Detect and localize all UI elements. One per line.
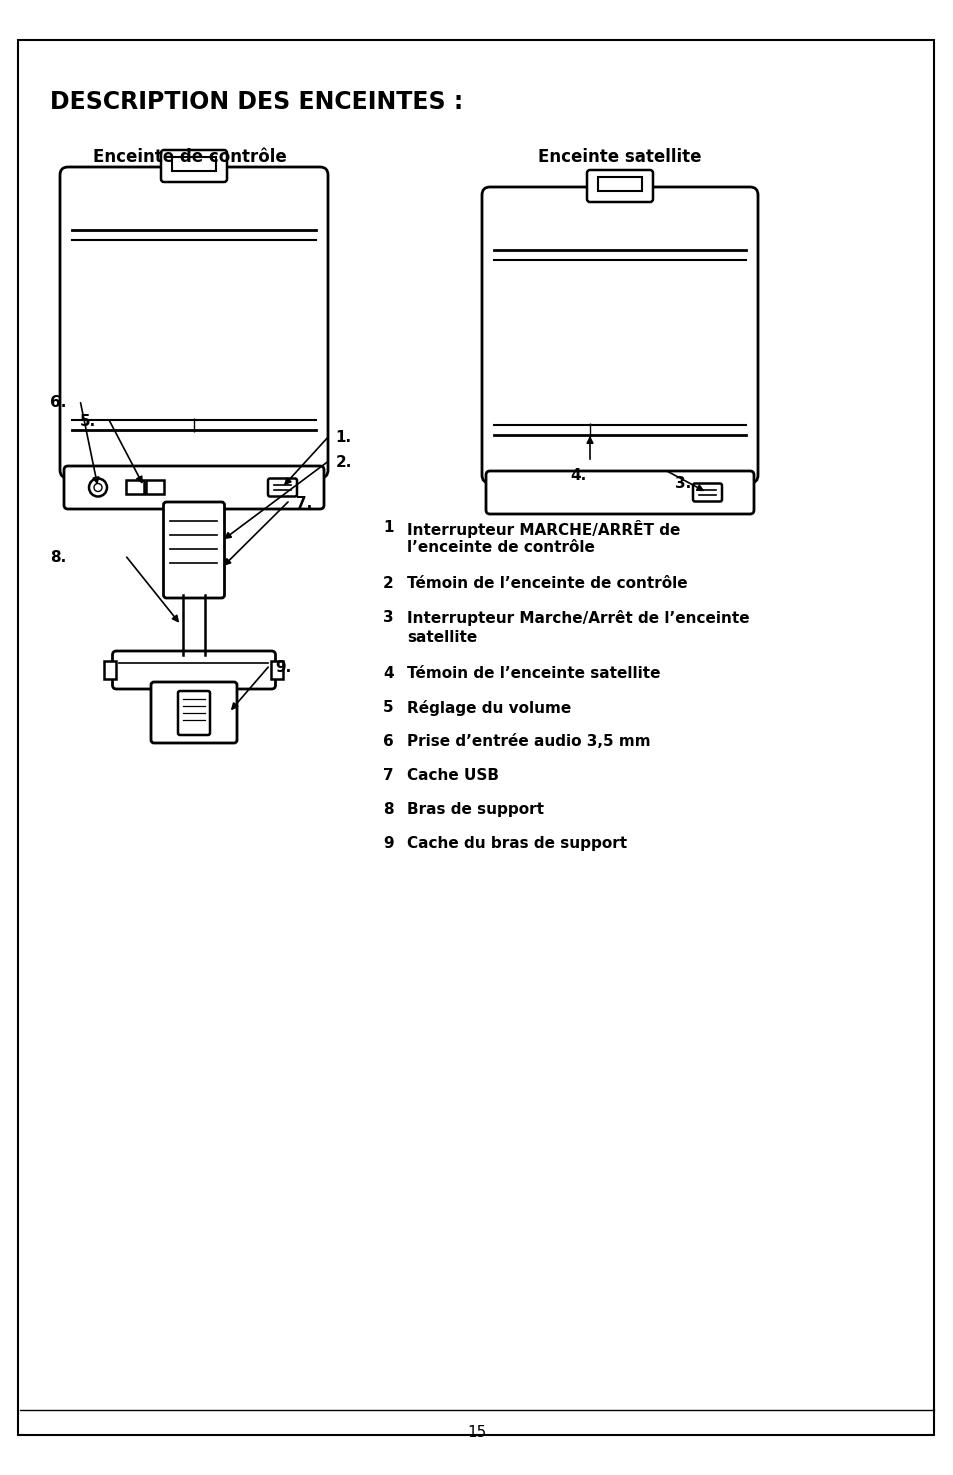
Bar	[126, 479, 144, 494]
Text: 5: 5	[382, 701, 394, 715]
Text: Interrupteur Marche/Arrêt de l’enceinte: Interrupteur Marche/Arrêt de l’enceinte	[407, 611, 749, 625]
Text: 1.: 1.	[335, 431, 351, 445]
Text: 6: 6	[382, 735, 394, 749]
FancyBboxPatch shape	[481, 187, 758, 482]
Text: DESCRIPTION DES ENCEINTES :: DESCRIPTION DES ENCEINTES :	[50, 90, 463, 114]
FancyBboxPatch shape	[60, 167, 328, 478]
Text: l’enceinte de contrôle: l’enceinte de contrôle	[407, 540, 595, 555]
Text: satellite: satellite	[407, 630, 476, 645]
Bar	[146, 479, 164, 494]
Bar	[598, 177, 641, 190]
FancyBboxPatch shape	[161, 150, 227, 181]
Text: 2: 2	[382, 577, 394, 591]
Text: 7: 7	[382, 768, 394, 783]
Text: Bras de support: Bras de support	[407, 802, 543, 817]
FancyBboxPatch shape	[268, 478, 296, 497]
FancyBboxPatch shape	[692, 484, 721, 502]
FancyBboxPatch shape	[163, 502, 224, 597]
Text: 4: 4	[382, 667, 394, 681]
Text: Interrupteur MARCHE/ARRÊT de: Interrupteur MARCHE/ARRÊT de	[407, 521, 679, 538]
Text: 5.: 5.	[80, 414, 96, 429]
Text: Cache USB: Cache USB	[407, 768, 498, 783]
Bar	[105, 661, 116, 679]
Text: 9.: 9.	[274, 659, 291, 676]
Bar	[172, 156, 215, 171]
Text: 6.: 6.	[50, 395, 67, 410]
Text: 4.: 4.	[569, 468, 586, 482]
Text: 3.: 3.	[675, 476, 691, 491]
Text: Cache du bras de support: Cache du bras de support	[407, 836, 626, 851]
Text: 8.: 8.	[50, 550, 66, 565]
Text: 7.: 7.	[295, 496, 312, 510]
Text: Enceinte de contrôle: Enceinte de contrôle	[93, 148, 287, 167]
Text: 15: 15	[467, 1425, 486, 1440]
FancyBboxPatch shape	[151, 681, 236, 743]
Text: Prise d’entrée audio 3,5 mm: Prise d’entrée audio 3,5 mm	[407, 735, 650, 749]
Text: 3: 3	[382, 611, 394, 625]
FancyBboxPatch shape	[112, 650, 275, 689]
FancyBboxPatch shape	[586, 170, 652, 202]
FancyBboxPatch shape	[485, 471, 753, 513]
Text: Réglage du volume: Réglage du volume	[407, 701, 571, 715]
Text: 8: 8	[382, 802, 394, 817]
Text: 9: 9	[382, 836, 394, 851]
Text: Témoin de l’enceinte de contrôle: Témoin de l’enceinte de contrôle	[407, 577, 687, 591]
Text: Témoin de l’enceinte satellite: Témoin de l’enceinte satellite	[407, 667, 659, 681]
FancyBboxPatch shape	[64, 466, 324, 509]
Text: Enceinte satellite: Enceinte satellite	[537, 148, 701, 167]
Text: 2.: 2.	[335, 454, 352, 471]
FancyBboxPatch shape	[178, 690, 210, 735]
Text: 1: 1	[382, 521, 393, 535]
Bar	[272, 661, 283, 679]
